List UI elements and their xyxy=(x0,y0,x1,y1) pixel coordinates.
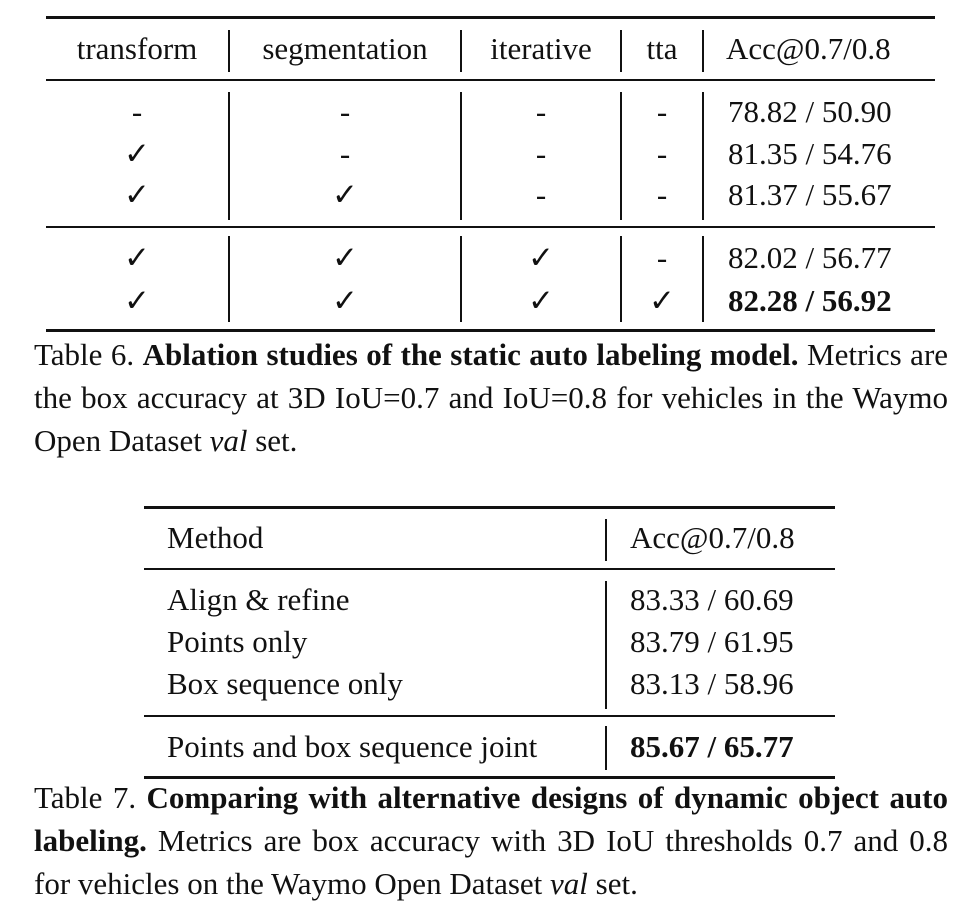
table6-group-rule xyxy=(46,226,935,228)
table6-cell-acc: 82.02 / 56.77 xyxy=(728,240,892,275)
table7-bottom-rule xyxy=(144,776,835,779)
table6-caption-body: Metrics are the box accuracy at 3D IoU=0… xyxy=(34,337,949,458)
table6-cell: - xyxy=(535,177,547,212)
table7-header-acc: Acc@0.7/0.8 xyxy=(630,520,795,555)
table6-cell: - xyxy=(656,240,668,275)
table6-caption-label: Table 6. xyxy=(34,337,135,372)
table7-group-rule xyxy=(144,715,835,717)
table6-cell: ✓ xyxy=(124,177,150,212)
table6-header-iterative: iterative xyxy=(490,31,592,66)
table6-cell: ✓ xyxy=(332,177,358,212)
table6-cell: - xyxy=(656,94,668,129)
table6-caption-italic: val xyxy=(209,423,248,458)
table6-separator xyxy=(702,92,704,220)
table6-separator xyxy=(228,92,230,220)
table6-cell-acc: 81.35 / 54.76 xyxy=(728,136,892,171)
table6-separator xyxy=(460,92,462,220)
table6-separator xyxy=(620,236,622,322)
table7-acc-best: 85.67 / 65.77 xyxy=(630,729,794,764)
table6-separator xyxy=(460,236,462,322)
table7-method: Align & refine xyxy=(167,582,350,617)
table7-top-rule xyxy=(144,506,835,509)
table6-bottom-rule xyxy=(46,329,935,332)
table7-caption: Table 7. Comparing with alternative desi… xyxy=(34,776,948,905)
table6-caption-body-end: set. xyxy=(255,423,298,458)
table7-caption-label: Table 7. xyxy=(34,780,137,815)
table6-cell: ✓ xyxy=(124,136,150,171)
table6-cell: - xyxy=(535,94,547,129)
table6-separator xyxy=(702,30,704,72)
table6-separator xyxy=(702,236,704,322)
table7-method: Points only xyxy=(167,624,308,659)
table7-caption-title: Comparing with alternative designs of dy… xyxy=(34,780,949,858)
table6-caption-title: Ablation studies of the static auto labe… xyxy=(142,337,799,372)
table6-top-rule xyxy=(46,16,935,19)
table7-acc: 83.79 / 61.95 xyxy=(630,624,794,659)
table6-caption: Table 6. Ablation studies of the static … xyxy=(34,333,948,462)
table6-separator xyxy=(460,30,462,72)
table7-acc: 83.33 / 60.69 xyxy=(630,582,794,617)
table6-separator xyxy=(228,30,230,72)
table6-cell-acc: 78.82 / 50.90 xyxy=(728,94,892,129)
table7-acc: 83.13 / 58.96 xyxy=(630,666,794,701)
table6-cell-acc-best: 82.28 / 56.92 xyxy=(728,283,892,318)
table6-cell-acc: 81.37 / 55.67 xyxy=(728,177,892,212)
table6-header-transform: transform xyxy=(76,31,198,66)
table6-cell: ✓ xyxy=(332,240,358,275)
table7-header-method: Method xyxy=(167,520,264,555)
table6-cell: ✓ xyxy=(124,240,150,275)
table7-method: Points and box sequence joint xyxy=(167,729,538,764)
table6-header-tta: tta xyxy=(646,31,678,66)
table6-header-acc: Acc@0.7/0.8 xyxy=(726,31,891,66)
table6-header-segmentation: segmentation xyxy=(262,31,428,66)
table6-cell: ✓ xyxy=(649,283,675,318)
table6-header-rule xyxy=(46,79,935,81)
table6-cell: - xyxy=(131,94,143,129)
table7-method: Box sequence only xyxy=(167,666,403,701)
table6-cell: - xyxy=(339,94,351,129)
table7-separator xyxy=(605,726,607,770)
table6-cell: ✓ xyxy=(124,283,150,318)
table6-cell: - xyxy=(656,136,668,171)
table7-separator xyxy=(605,581,607,709)
table7-header-rule xyxy=(144,568,835,570)
table6-separator xyxy=(228,236,230,322)
table6-cell: - xyxy=(535,136,547,171)
table6-cell: ✓ xyxy=(528,240,554,275)
table7-caption-italic: val xyxy=(550,866,588,901)
table6-separator xyxy=(620,92,622,220)
table6-cell: ✓ xyxy=(332,283,358,318)
table6-cell: ✓ xyxy=(528,283,554,318)
table7-separator xyxy=(605,519,607,561)
table7-caption-body-end: set. xyxy=(595,866,638,901)
table6-cell: - xyxy=(656,177,668,212)
table6-separator xyxy=(620,30,622,72)
table6-cell: - xyxy=(339,136,351,171)
table7-caption-body: Metrics are box accuracy with 3D IoU thr… xyxy=(34,823,949,901)
